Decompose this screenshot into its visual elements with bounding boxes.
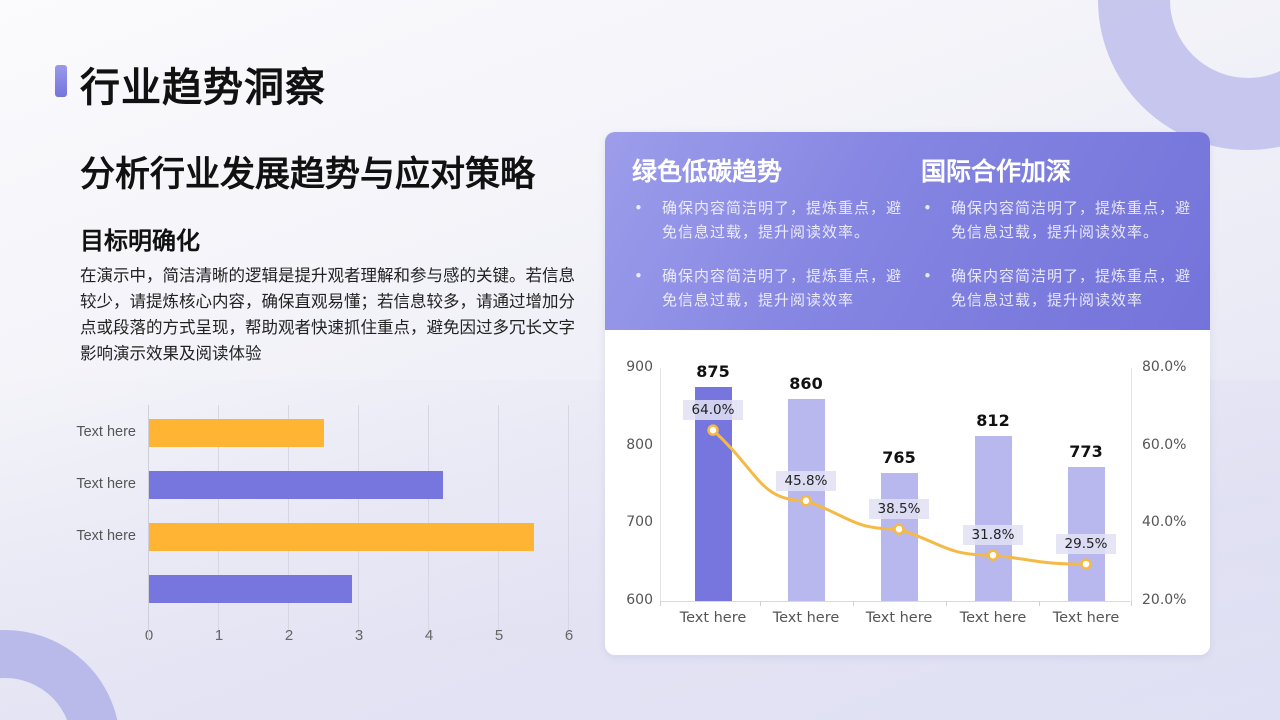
bullet-item: 确保内容简洁明了，提炼重点，避免信息过载，提升阅读效率。: [632, 196, 912, 244]
bar: [881, 472, 918, 601]
bar-value-label: 875: [696, 362, 730, 382]
line-marker: [893, 523, 905, 535]
x-axis-tick: 4: [424, 627, 434, 644]
bullet-item: 确保内容简洁明了，提炼重点，避免信息过载，提升阅读效率: [632, 264, 912, 312]
column-title: 国际合作加深: [921, 157, 1072, 186]
line-marker: [1080, 558, 1092, 570]
left-axis-tick: 600: [626, 592, 653, 608]
bar: [149, 575, 352, 603]
left-axis-tick: 800: [626, 436, 653, 453]
percent-label: 31.8%: [963, 525, 1023, 546]
percent-label: 38.5%: [869, 499, 929, 520]
right-axis-tick: 20.0%: [1142, 592, 1187, 608]
percent-label: 64.0%: [683, 400, 743, 421]
insight-card: 绿色低碳趋势 确保内容简洁明了，提炼重点，避免信息过载，提升阅读效率。 确保内容…: [605, 132, 1210, 655]
x-axis-tick: 2: [284, 627, 294, 644]
title-accent-bar: [55, 65, 67, 97]
x-axis-tick: 0: [144, 627, 154, 644]
column-international-cooperation: 国际合作加深 确保内容简洁明了，提炼重点，避免信息过载，提升阅读效率。 确保内容…: [921, 152, 1201, 332]
x-axis-tick: 1: [214, 627, 224, 644]
x-axis-tick: 5: [494, 627, 504, 644]
bar-value-label: 812: [976, 411, 1010, 431]
left-axis-tick: 700: [626, 514, 653, 531]
bar: [1068, 466, 1105, 601]
category-label: Text here: [679, 610, 747, 626]
x-axis-tick-mark: [660, 601, 661, 606]
line-marker: [987, 549, 999, 561]
gridline: [218, 405, 219, 640]
bar: [149, 471, 443, 499]
gridline: [568, 405, 569, 640]
percent-label: 45.8%: [776, 470, 836, 491]
bar: [149, 419, 324, 447]
decorative-ring-top-right: [1098, 0, 1280, 150]
category-label: Text here: [959, 610, 1027, 626]
category-label: Text here: [76, 424, 136, 440]
right-axis-tick: 80.0%: [1142, 359, 1187, 375]
right-axis-tick: 60.0%: [1142, 436, 1187, 453]
bar: [149, 523, 534, 551]
x-axis-tick-mark: [1131, 601, 1132, 606]
x-axis-tick-mark: [853, 601, 854, 606]
x-axis-line: [660, 601, 1130, 602]
x-axis-tick: 3: [354, 627, 364, 644]
line-marker: [707, 424, 719, 436]
bullet-item: 确保内容简洁明了，提炼重点，避免信息过载，提升阅读效率: [921, 264, 1201, 312]
bullet-item: 确保内容简洁明了，提炼重点，避免信息过载，提升阅读效率。: [921, 196, 1201, 244]
horizontal-bar-chart: 0 1 2 3 4 5 6 Text here Text here Text here: [60, 405, 590, 655]
bar-value-label: 860: [789, 374, 823, 394]
left-axis-line: [660, 368, 661, 601]
x-axis-tick-mark: [946, 601, 947, 606]
percent-label: 29.5%: [1056, 534, 1116, 555]
page-subtitle: 分析行业发展趋势与应对策略: [80, 155, 536, 195]
category-label: Text here: [772, 610, 840, 626]
column-title: 绿色低碳趋势: [632, 157, 783, 186]
category-label: Text here: [1052, 610, 1120, 626]
line-marker: [800, 495, 812, 507]
column-green-low-carbon: 绿色低碳趋势 确保内容简洁明了，提炼重点，避免信息过载，提升阅读效率。 确保内容…: [632, 152, 912, 332]
x-axis-tick: 6: [564, 627, 574, 644]
x-axis-tick-mark: [760, 601, 761, 606]
card-header: 绿色低碳趋势 确保内容简洁明了，提炼重点，避免信息过载，提升阅读效率。 确保内容…: [605, 132, 1210, 330]
gridline: [428, 405, 429, 640]
category-label: Text here: [76, 528, 136, 544]
x-axis-tick-mark: [1039, 601, 1040, 606]
bar: [695, 387, 732, 601]
left-axis-tick: 900: [626, 359, 653, 375]
section-heading: 目标明确化: [80, 227, 200, 255]
bar-value-label: 773: [1069, 441, 1103, 461]
bar-value-label: 765: [882, 447, 916, 467]
body-paragraph: 在演示中，简洁清晰的逻辑是提升观者理解和参与感的关键。若信息较少，请提炼核心内容…: [80, 266, 575, 363]
y-axis-line: [148, 405, 149, 640]
combo-bar-line-chart: 900 800 700 600 80.0% 60.0% 40.0% 20.0% 875 860 76…: [605, 330, 1210, 655]
category-label: Text here: [76, 476, 136, 492]
page-title: 行业趋势洞察: [80, 65, 326, 111]
category-label: Text here: [865, 610, 933, 626]
right-axis-line: [1131, 368, 1132, 601]
trend-line: [707, 424, 1092, 570]
gridline: [288, 405, 289, 640]
right-axis-tick: 40.0%: [1142, 514, 1187, 531]
bar: [975, 436, 1012, 601]
gridline: [498, 405, 499, 640]
gridline: [358, 405, 359, 640]
